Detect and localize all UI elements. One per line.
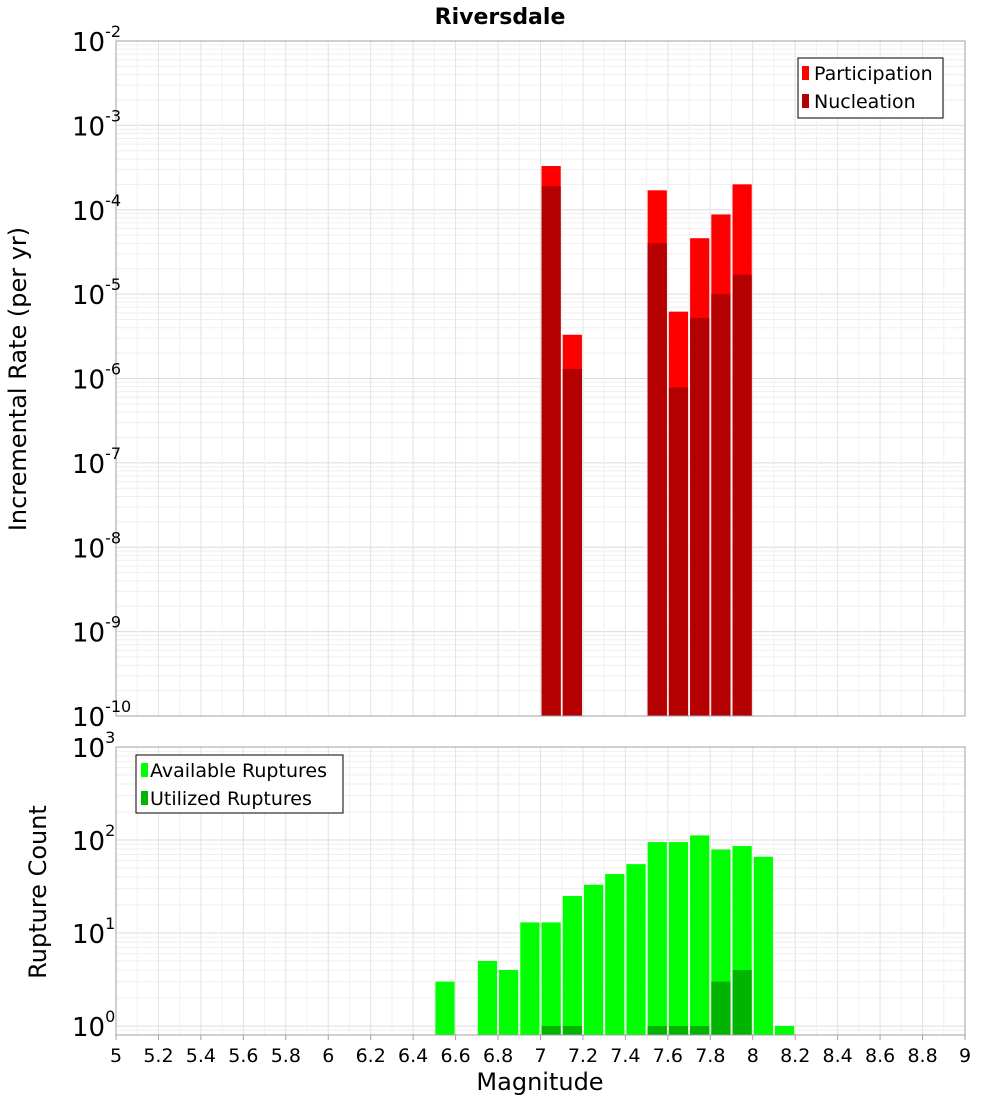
count-bar-utilized-ruptures-7.85 xyxy=(711,981,731,1035)
bars xyxy=(541,166,752,717)
x-tick-7.2: 7.2 xyxy=(568,1045,598,1067)
x-tick-8.2: 8.2 xyxy=(780,1045,810,1067)
count-bar-available-ruptures-7.45 xyxy=(626,864,646,1035)
y-axis-label-rate: Incremental Rate (per yr) xyxy=(4,227,32,531)
legend-swatch-available xyxy=(141,763,148,777)
rate-y-tick--8: 10-8 xyxy=(72,528,121,564)
chart-title: Riversdale xyxy=(435,5,566,30)
rate-bar-nucleation-7.05 xyxy=(541,186,561,716)
legend-label-participation: Participation xyxy=(814,63,933,85)
rate-bar-nucleation-7.55 xyxy=(647,243,667,717)
count-bar-available-ruptures-6.75 xyxy=(477,960,498,1035)
legend-label-utilized: Utilized Ruptures xyxy=(150,788,312,810)
count-bar-available-ruptures-7.35 xyxy=(605,874,625,1035)
x-tick-8.8: 8.8 xyxy=(907,1045,937,1067)
count-bar-available-ruptures-8.15 xyxy=(774,1025,795,1035)
count-bar-available-ruptures-7.25 xyxy=(583,884,604,1035)
legend-swatch-nucleation xyxy=(802,94,809,108)
count-bar-available-ruptures-7.75 xyxy=(690,835,710,1035)
count-y-tick-0: 100 xyxy=(72,1007,115,1043)
rate-y-tick--10: 10-10 xyxy=(72,697,131,733)
count-y-tick-1: 101 xyxy=(72,914,115,950)
x-tick-6.4: 6.4 xyxy=(398,1045,428,1067)
plot-frame xyxy=(115,40,966,717)
rate-bar-nucleation-7.15 xyxy=(562,368,582,716)
legend-swatch-utilized xyxy=(141,791,148,805)
rate-y-tick--7: 10-7 xyxy=(72,444,121,480)
legend-label-nucleation: Nucleation xyxy=(814,91,916,113)
count-bar-utilized-ruptures-7.05 xyxy=(541,1025,561,1035)
x-tick-7: 7 xyxy=(534,1045,546,1067)
bars xyxy=(435,835,795,1035)
x-tick-7.4: 7.4 xyxy=(610,1045,640,1067)
rate-y-tick--4: 10-4 xyxy=(72,191,121,227)
x-tick-9: 9 xyxy=(959,1045,971,1067)
x-tick-8.6: 8.6 xyxy=(865,1045,895,1067)
count-bar-available-ruptures-8.05 xyxy=(753,856,773,1035)
x-tick-6: 6 xyxy=(322,1045,334,1067)
rate-y-tick--2: 10-2 xyxy=(72,22,121,58)
count-bar-available-ruptures-7.55 xyxy=(647,842,667,1035)
x-tick-6.8: 6.8 xyxy=(483,1045,513,1067)
grid xyxy=(115,40,966,717)
legend-swatch-participation xyxy=(802,66,809,80)
count-bar-available-ruptures-7.05 xyxy=(541,922,561,1035)
count-bar-available-ruptures-7.65 xyxy=(668,842,689,1035)
x-tick-6.6: 6.6 xyxy=(440,1045,470,1067)
rate-y-tick--9: 10-9 xyxy=(72,613,121,649)
rate-bar-nucleation-7.95 xyxy=(732,274,752,716)
rate-y-tick--6: 10-6 xyxy=(72,360,121,396)
rate-bar-nucleation-7.75 xyxy=(690,318,710,716)
count-bar-available-ruptures-6.95 xyxy=(520,922,540,1035)
x-tick-8: 8 xyxy=(747,1045,759,1067)
y-axis-label-count: Rupture Count xyxy=(24,805,52,979)
count-y-tick-2: 102 xyxy=(72,821,115,857)
grid xyxy=(115,746,966,1036)
x-tick-6.2: 6.2 xyxy=(356,1045,386,1067)
y-tick-labels: 10-2 10-3 10-4 10-5 10-6 10-7 10-8 10-9 10-10 xyxy=(72,22,131,733)
x-tick-labels: 5 5.2 5.4 5.6 5.8 6 6.2 6.4 6.6 6.8 7 7.2 7.4 7.6 7.8 8… xyxy=(110,1035,971,1067)
rate-panel: 10-2 10-3 10-4 10-5 10-6 10-7 10-8 10-9 10-10 xyxy=(72,22,966,733)
x-tick-5.2: 5.2 xyxy=(143,1045,173,1067)
y-tick-labels: 103 102 101 100 xyxy=(72,728,115,1043)
x-axis-label: Magnitude xyxy=(476,1068,603,1096)
count-bar-available-ruptures-6.85 xyxy=(499,969,519,1035)
count-legend: Available Ruptures Utilized Ruptures xyxy=(135,754,344,814)
count-bar-utilized-ruptures-7.95 xyxy=(732,969,752,1035)
x-tick-5.8: 5.8 xyxy=(271,1045,301,1067)
rate-legend: Participation Nucleation xyxy=(797,57,944,119)
rate-bar-nucleation-7.85 xyxy=(711,294,731,716)
x-tick-7.6: 7.6 xyxy=(653,1045,683,1067)
rate-bar-nucleation-7.65 xyxy=(668,387,689,716)
x-tick-7.8: 7.8 xyxy=(695,1045,725,1067)
count-bar-available-ruptures-6.55 xyxy=(435,981,455,1035)
x-tick-5.6: 5.6 xyxy=(228,1045,258,1067)
rate-y-tick--3: 10-3 xyxy=(72,106,121,142)
legend-label-available: Available Ruptures xyxy=(150,760,327,782)
count-bar-utilized-ruptures-7.55 xyxy=(647,1025,667,1035)
count-bar-utilized-ruptures-7.15 xyxy=(562,1025,582,1035)
x-tick-5: 5 xyxy=(110,1045,122,1067)
count-bar-available-ruptures-7.15 xyxy=(562,895,582,1035)
count-bar-utilized-ruptures-7.75 xyxy=(690,1025,710,1035)
x-tick-8.4: 8.4 xyxy=(823,1045,853,1067)
x-tick-5.4: 5.4 xyxy=(186,1045,216,1067)
count-y-tick-3: 103 xyxy=(72,728,115,764)
count-bar-utilized-ruptures-7.65 xyxy=(668,1025,689,1035)
rate-y-tick--5: 10-5 xyxy=(72,275,121,311)
